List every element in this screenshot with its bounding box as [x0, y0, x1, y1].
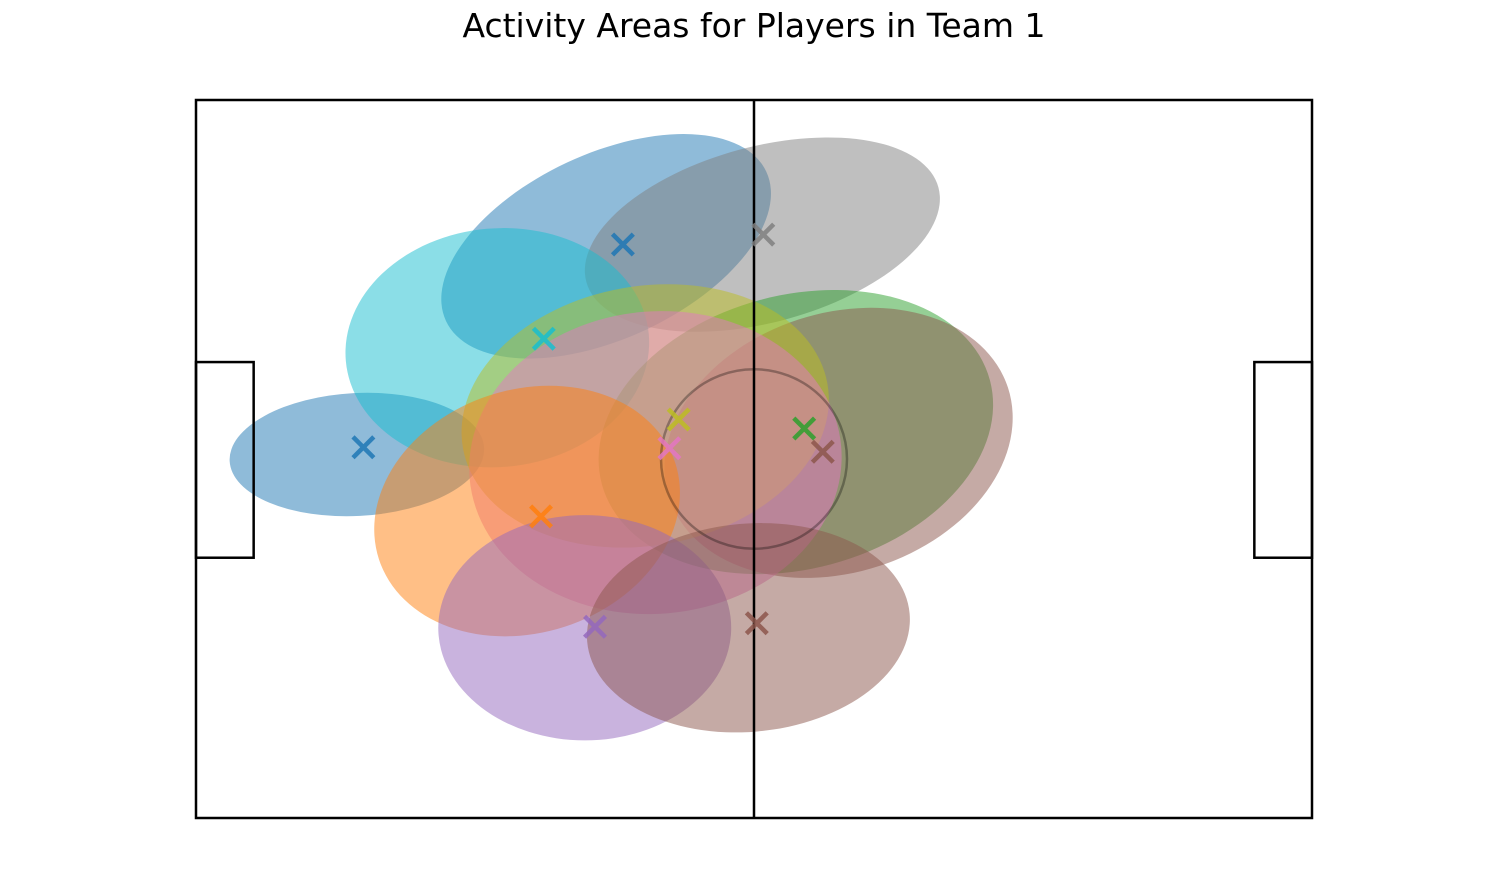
player-marker-2	[610, 232, 635, 257]
chart-title: Activity Areas for Players in Team 1	[462, 6, 1046, 45]
player-marker-8	[657, 436, 682, 461]
activity-ellipses	[229, 134, 1013, 741]
player-marker-5	[792, 416, 817, 441]
left-penalty-box	[194, 360, 255, 559]
player-marker-9	[529, 504, 553, 529]
player-marker-7	[666, 407, 691, 432]
player-marker-4	[531, 326, 556, 351]
player-marker-3	[751, 222, 776, 247]
player-marker-11	[744, 611, 769, 636]
player-marker-6	[810, 439, 835, 464]
right-penalty-box	[1253, 360, 1314, 559]
player-markers	[351, 222, 835, 639]
player-marker-10	[583, 614, 607, 639]
activity-ellipse-11	[586, 523, 910, 733]
pitch-lines	[194, 98, 1314, 820]
player-marker-1	[351, 435, 376, 460]
